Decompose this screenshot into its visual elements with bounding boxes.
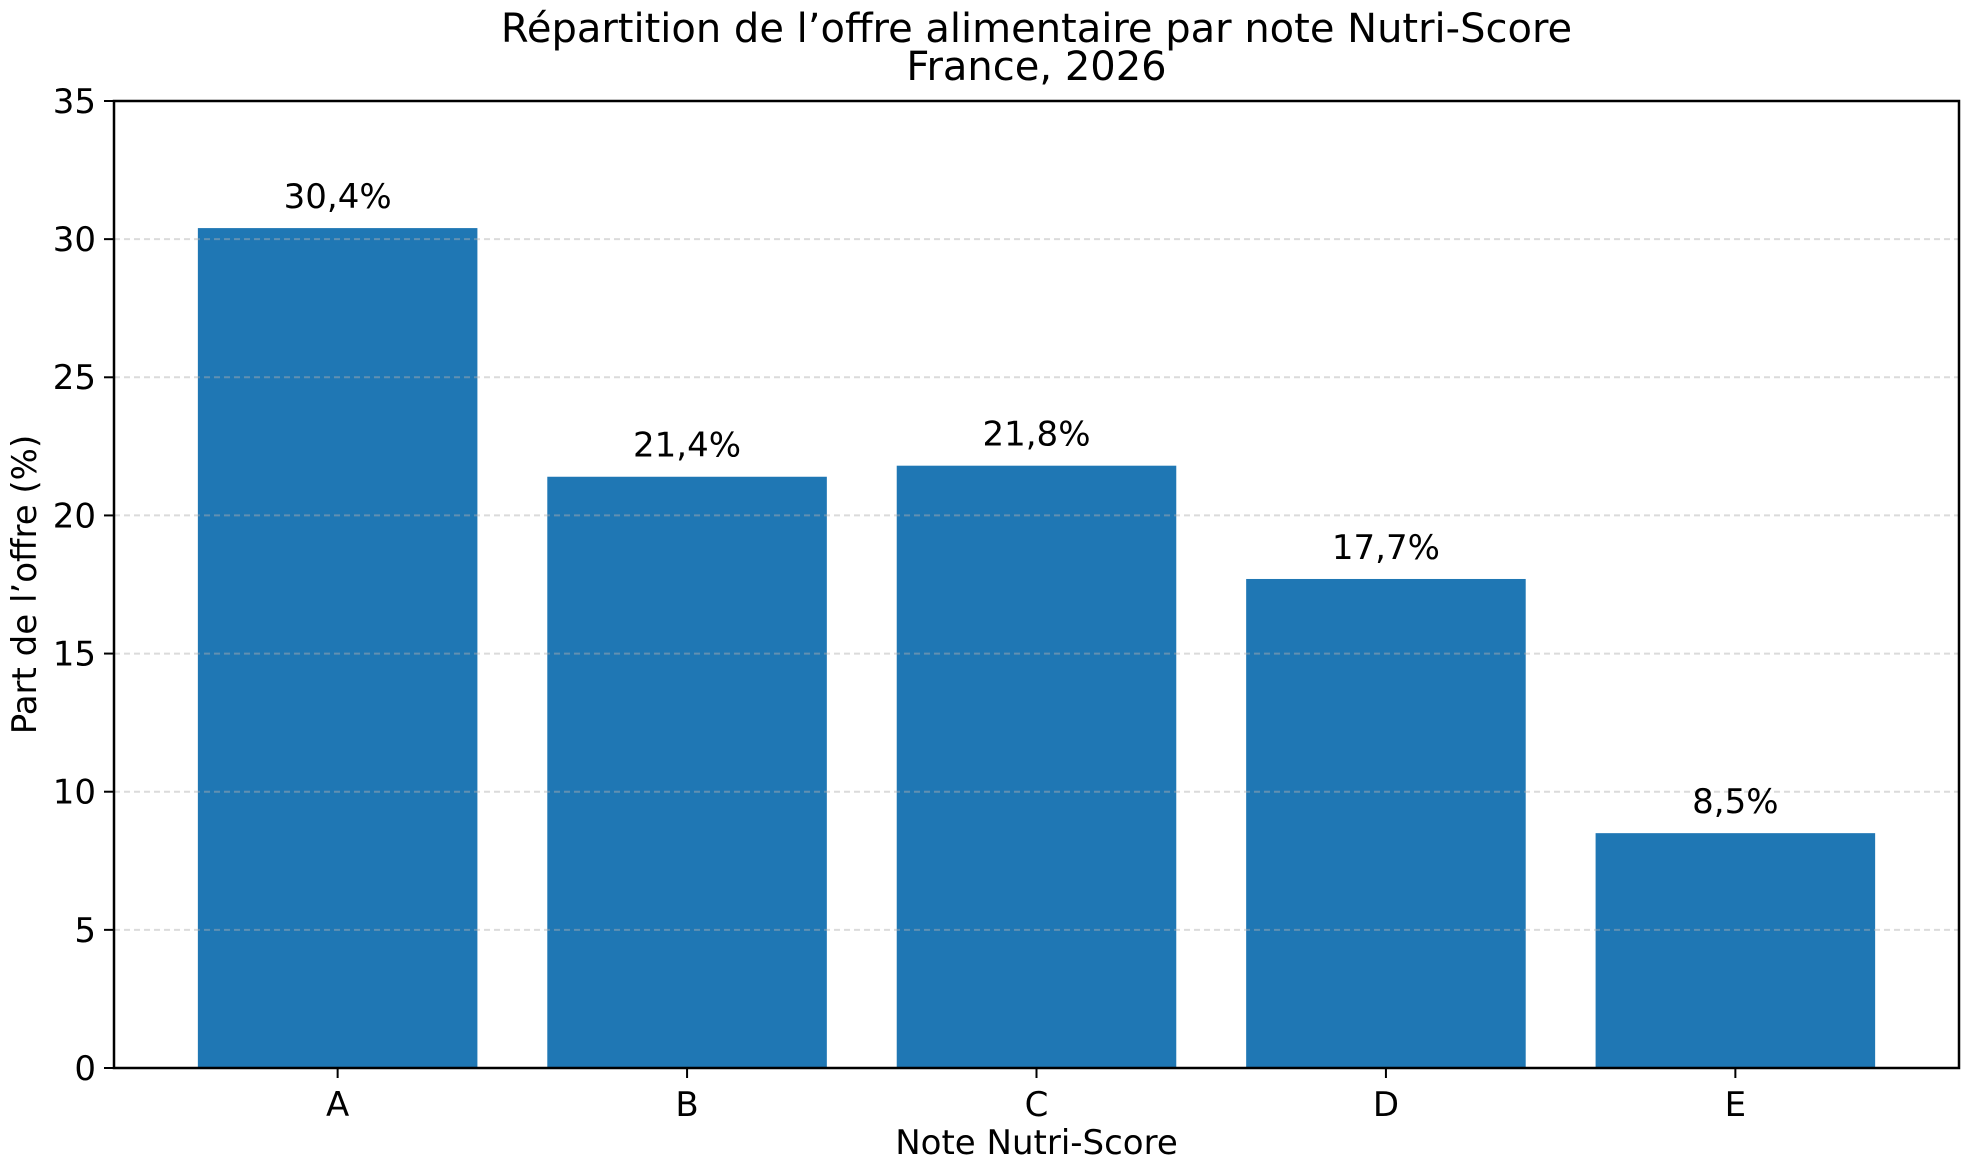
y-tick-label: 35 xyxy=(53,82,96,122)
y-tick-label: 15 xyxy=(53,634,96,674)
x-tick-label: D xyxy=(1373,1085,1399,1125)
bar-E xyxy=(1595,833,1876,1068)
chart-title: Répartition de l’offre alimentaire par n… xyxy=(501,6,1572,52)
bar-value-label: 8,5% xyxy=(1692,782,1778,822)
y-tick-label: 5 xyxy=(74,911,96,951)
bar-B xyxy=(547,476,827,1069)
bar-D xyxy=(1246,578,1526,1068)
x-tick-label: A xyxy=(326,1085,349,1125)
x-tick-label: B xyxy=(675,1085,698,1125)
x-axis-label: Note Nutri-Score xyxy=(895,1123,1178,1163)
chart-subtitle: France, 2026 xyxy=(906,44,1166,90)
y-tick-label: 0 xyxy=(74,1049,96,1089)
bar-C xyxy=(896,465,1177,1068)
y-tick-label: 25 xyxy=(53,358,96,398)
x-tick-label: C xyxy=(1025,1085,1049,1125)
bar-value-label: 21,4% xyxy=(633,426,741,466)
y-tick-label: 10 xyxy=(53,773,96,813)
bar-value-label: 17,7% xyxy=(1332,528,1440,568)
bar-value-label: 21,8% xyxy=(982,415,1090,455)
bar-value-label: 30,4% xyxy=(284,177,392,217)
y-tick-label: 30 xyxy=(53,220,96,260)
bar-A xyxy=(197,228,478,1068)
y-tick-label: 20 xyxy=(53,496,96,536)
y-axis-label: Part de l’offre (%) xyxy=(5,435,45,735)
x-tick-label: E xyxy=(1725,1085,1746,1125)
